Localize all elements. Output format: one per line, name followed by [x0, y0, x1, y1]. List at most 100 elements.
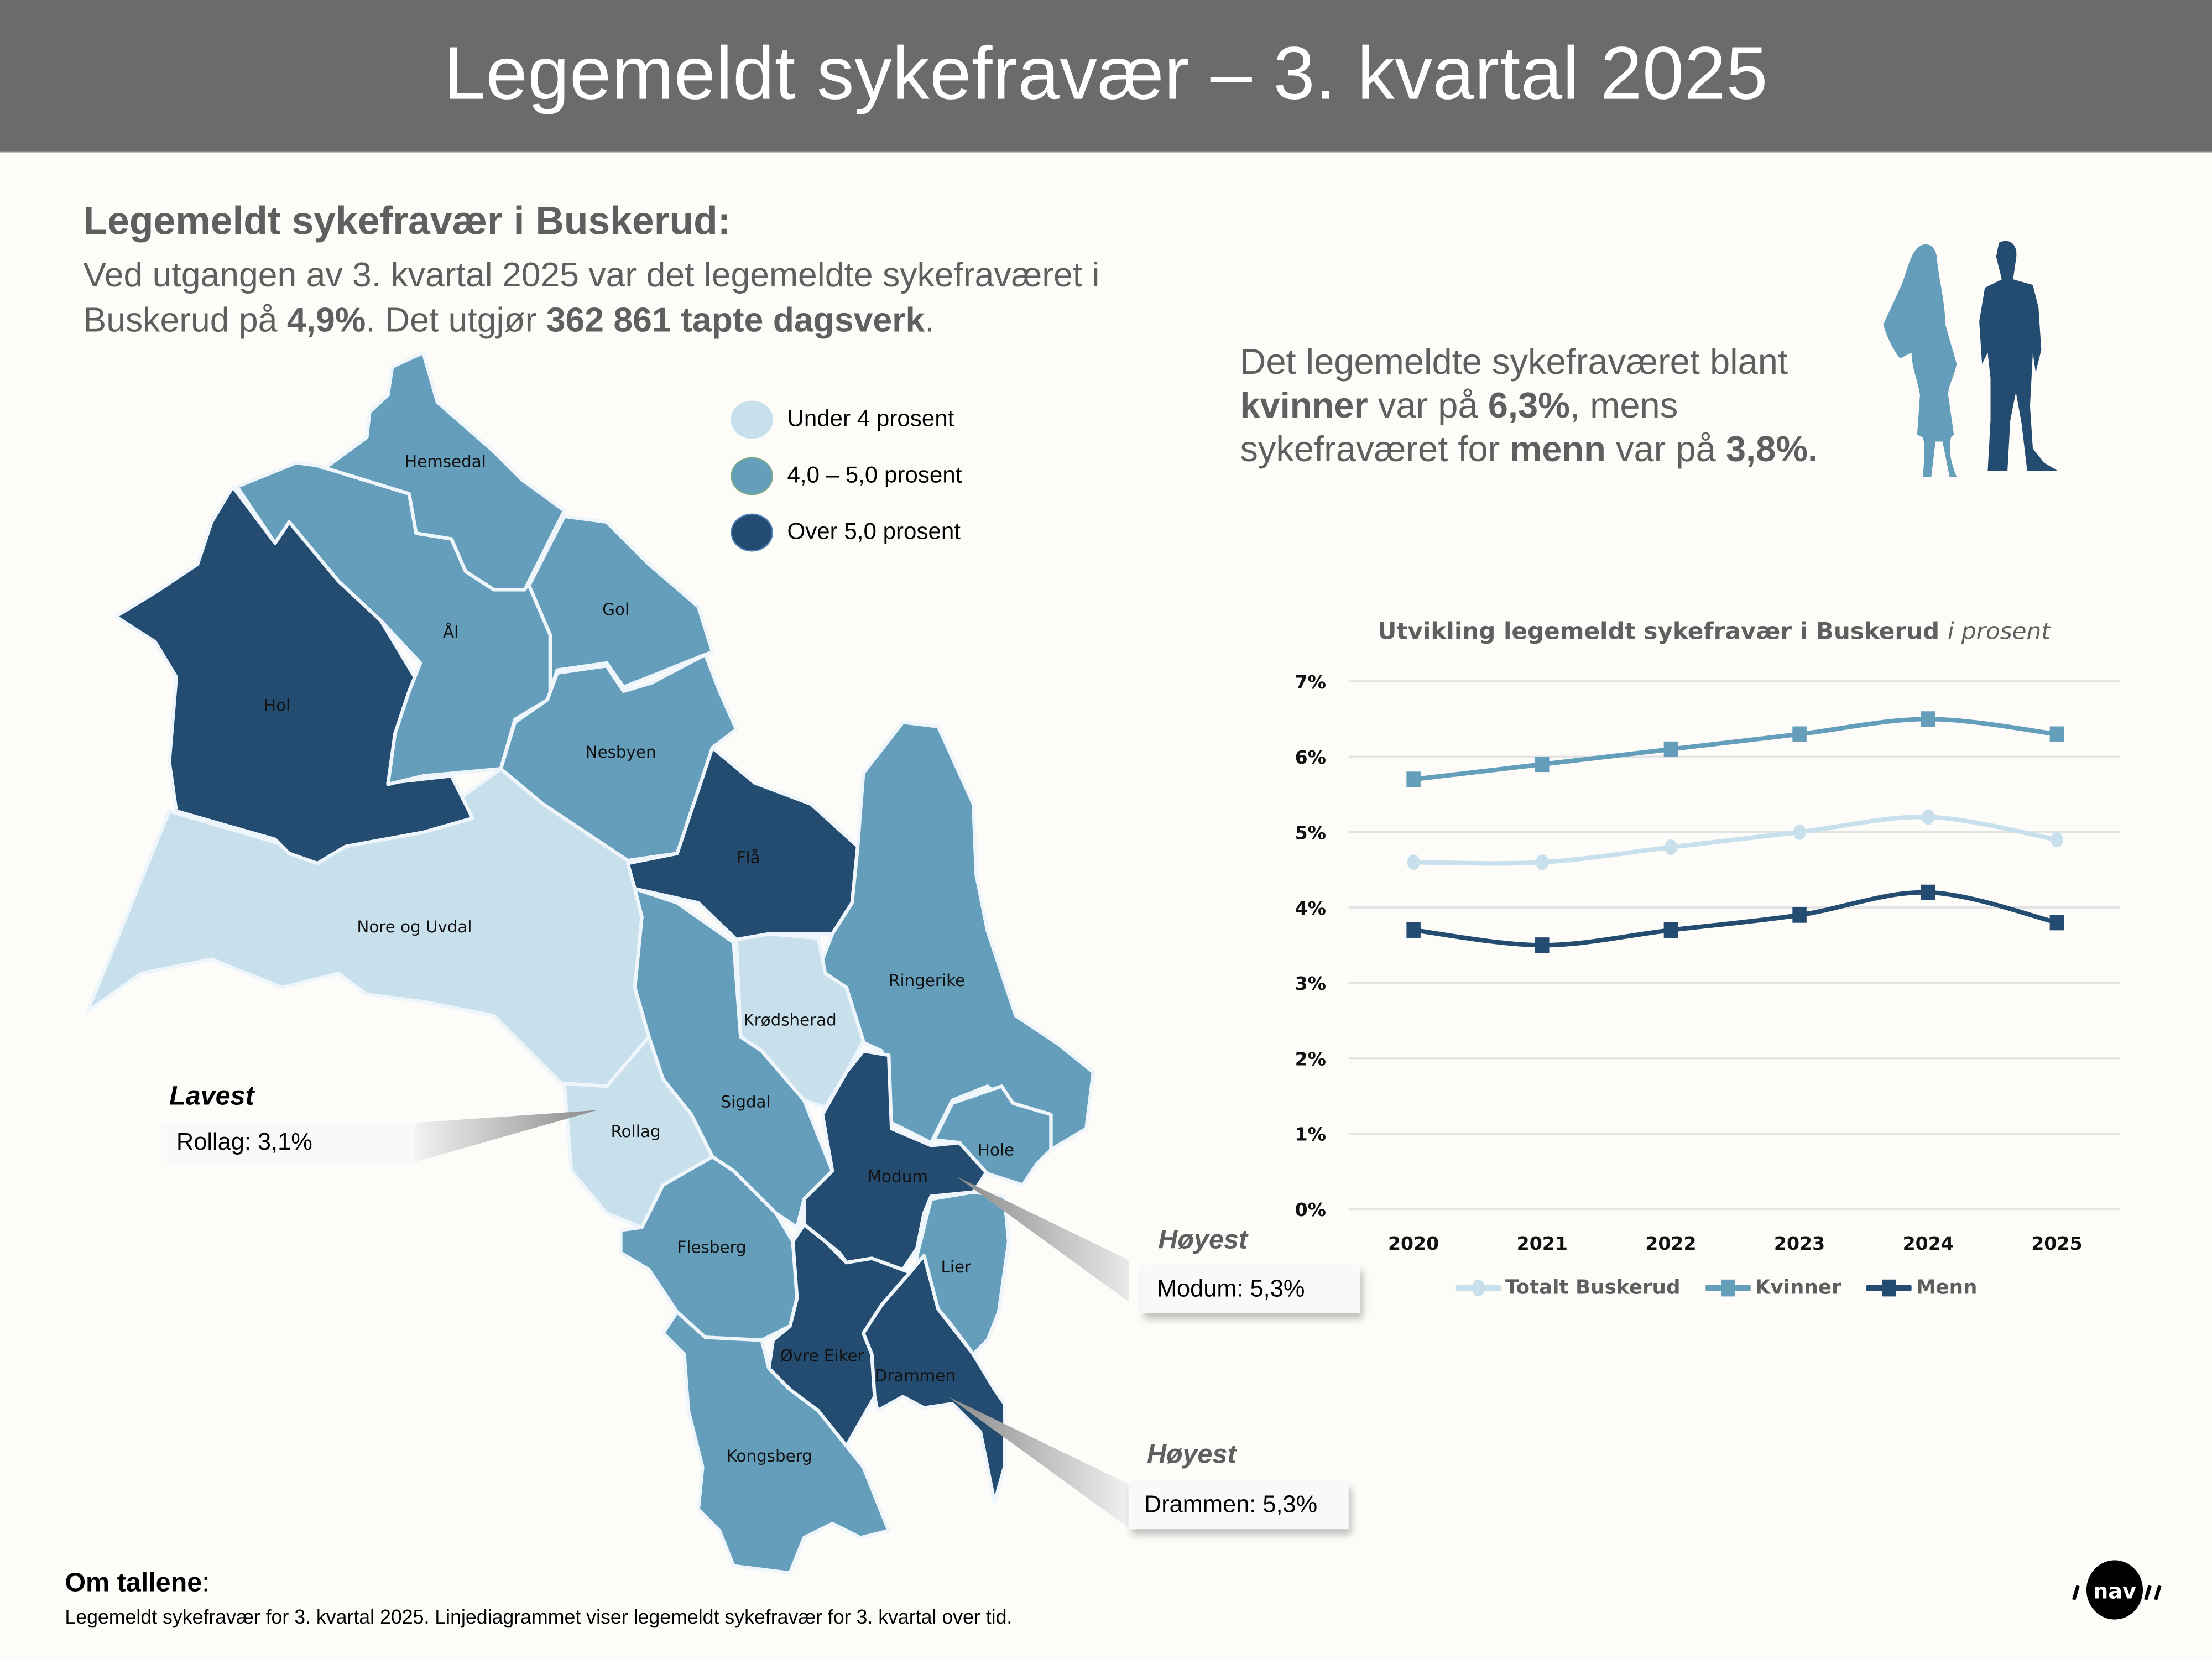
data-point — [1664, 839, 1677, 855]
y-tick-label: 6% — [1295, 747, 1326, 768]
data-point — [1407, 854, 1420, 870]
data-point — [1922, 809, 1935, 825]
data-point — [2050, 832, 2063, 848]
series-line — [1413, 890, 2058, 948]
label-nesbyen: Nesbyen — [586, 743, 656, 761]
footer-title: Om tallene: — [65, 1568, 210, 1599]
label-gol: Gol — [602, 600, 629, 619]
total-rate: 4,9% — [286, 301, 366, 340]
label-hol: Hol — [264, 696, 290, 715]
gender-summary: Det legemeldte sykefraværet blant kvinne… — [1240, 342, 1818, 470]
x-tick-label: 2020 — [1388, 1233, 1439, 1254]
callout-pointer-drammen — [948, 1396, 1129, 1528]
municipality-drammen[interactable] — [862, 1254, 1006, 1505]
highest-modum-title: Høyest — [1158, 1225, 1248, 1256]
data-point — [1406, 771, 1421, 787]
municipality-hole[interactable] — [932, 1084, 1053, 1187]
data-point — [1536, 854, 1549, 870]
municipality-kongsberg[interactable] — [661, 1310, 891, 1575]
series-line — [1413, 815, 2058, 866]
label-drammen: Drammen — [875, 1366, 956, 1385]
label-hole: Hole — [978, 1140, 1014, 1159]
label-hemsedal: Hemsedal — [405, 452, 486, 471]
data-point — [1921, 711, 1936, 727]
label-al: Ål — [443, 622, 458, 641]
data-point — [2049, 915, 2064, 931]
legend-dot-light — [731, 400, 773, 439]
highest-drammen-title: Høyest — [1146, 1440, 1237, 1470]
x-tick-label: 2024 — [1903, 1233, 1954, 1254]
label-sigdal: Sigdal — [721, 1093, 771, 1112]
chart-legend: Totalt Buskerud Kvinner Menn — [1455, 1277, 1977, 1299]
data-point — [1535, 757, 1550, 773]
highest-modum-box: Modum: 5,3% — [1141, 1265, 1360, 1313]
lost-workdays: 362 861 tapte dagsverk — [546, 301, 925, 340]
woman-silhouette-icon — [1883, 244, 1957, 477]
data-point — [1663, 922, 1678, 938]
legend-kvinner: Kvinner — [1705, 1277, 1841, 1299]
buskerud-map: Hemsedal Ål Gol Hol Nesbyen Flå Nore og … — [85, 351, 1129, 1575]
legend-totalt-buskerud: Totalt Buskerud — [1455, 1277, 1681, 1299]
label-flesberg: Flesberg — [677, 1238, 746, 1256]
square-marker-icon — [1866, 1279, 1912, 1297]
municipality-sigdal[interactable] — [633, 886, 834, 1229]
series-line — [1413, 717, 2057, 782]
data-point — [1792, 726, 1807, 742]
page-title: Legemeldt sykefravær – 3. kvartal 2025 — [444, 32, 1768, 116]
data-point — [1921, 884, 1936, 900]
y-tick-label: 3% — [1295, 973, 1326, 994]
intro-title: Legemeldt sykefravær i Buskerud: — [83, 199, 731, 243]
y-tick-label: 1% — [1295, 1124, 1326, 1145]
legend-over-5: Over 5,0 prosent — [731, 504, 962, 560]
x-tick-label: 2025 — [2031, 1233, 2082, 1254]
svg-text:nav: nav — [2093, 1579, 2136, 1604]
square-marker-icon — [1705, 1279, 1751, 1297]
man-silhouette-icon — [1979, 241, 2058, 472]
lowest-callout-title: Lavest — [169, 1082, 254, 1112]
label-lier: Lier — [941, 1258, 972, 1276]
legend-dot-medium — [731, 456, 773, 495]
map-legend: Under 4 prosent 4,0 – 5,0 prosent Over 5… — [731, 391, 962, 560]
chart-series — [1406, 711, 2064, 953]
x-tick-label: 2022 — [1645, 1233, 1696, 1254]
x-axis-ticks: 2020 2021 2022 2023 2024 2025 — [1388, 1233, 2083, 1254]
y-tick-label: 2% — [1295, 1048, 1326, 1070]
men-rate: 3,8%. — [1725, 430, 1818, 470]
legend-menn: Menn — [1866, 1277, 1977, 1299]
lowest-callout-box: Rollag: 3,1% — [160, 1123, 415, 1163]
municipality-gol[interactable] — [527, 514, 714, 693]
data-point — [1793, 824, 1806, 840]
footer-text: Legemeldt sykefravær for 3. kvartal 2025… — [65, 1605, 1013, 1628]
x-tick-label: 2023 — [1774, 1233, 1825, 1254]
y-tick-label: 4% — [1295, 898, 1326, 919]
label-nore-og-uvdal: Nore og Uvdal — [357, 917, 472, 936]
municipality-hemsedal[interactable] — [315, 351, 566, 592]
y-axis-ticks: 0% 1% 2% 3% 4% 5% 6% 7% — [1295, 671, 1326, 1220]
chart-gridlines — [1348, 680, 2121, 1211]
woman-man-silhouette-icon — [1883, 241, 2058, 477]
legend-under-4: Under 4 prosent — [731, 391, 962, 447]
legend-dot-dark — [731, 513, 773, 551]
circle-marker-icon — [1455, 1279, 1501, 1297]
line-chart: 0%1%2%3%4%5%6%7% 2020 2021 2022 2023 2024 202… — [1295, 671, 2121, 1254]
label-ringerike: Ringerike — [889, 971, 965, 990]
y-tick-label: 7% — [1295, 671, 1326, 693]
data-point — [1792, 907, 1807, 923]
data-point — [2049, 726, 2064, 742]
x-tick-label: 2021 — [1517, 1233, 1568, 1254]
data-point — [1535, 937, 1550, 953]
women-rate: 6,3% — [1488, 386, 1571, 426]
highest-drammen-box: Drammen: 5,3% — [1128, 1481, 1349, 1530]
nav-logo-icon: nav — [2072, 1560, 2162, 1620]
legend-4-to-5: 4,0 – 5,0 prosent — [731, 447, 962, 504]
label-rollag: Rollag — [611, 1122, 661, 1141]
intro-text: Ved utgangen av 3. kvartal 2025 var det … — [83, 257, 1100, 340]
header-bar: Legemeldt sykefravær – 3. kvartal 2025 — [0, 0, 2212, 153]
label-fla: Flå — [737, 848, 760, 867]
chart-title: Utvikling legemeldt sykefravær i Buskeru… — [1378, 618, 2051, 645]
data-point — [1406, 922, 1421, 938]
callout-pointer-rollag — [413, 1110, 597, 1163]
label-kongsberg: Kongsberg — [727, 1447, 812, 1465]
label-ovre-eiker: Øvre Eiker — [780, 1347, 865, 1365]
label-krodsherad: Krødsherad — [743, 1011, 836, 1030]
